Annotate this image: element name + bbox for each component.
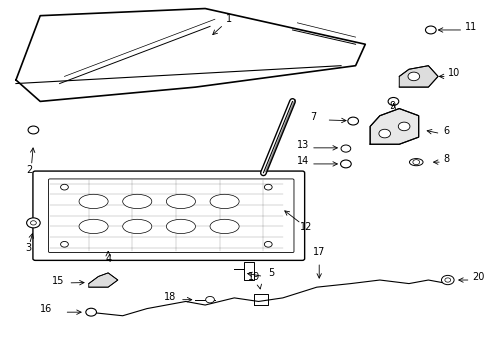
Circle shape <box>61 242 68 247</box>
Text: 19: 19 <box>247 272 259 282</box>
Ellipse shape <box>166 194 195 208</box>
Circle shape <box>264 242 272 247</box>
Text: 6: 6 <box>442 126 448 136</box>
Ellipse shape <box>122 219 151 234</box>
Text: 15: 15 <box>52 276 64 285</box>
Circle shape <box>85 308 96 316</box>
Text: 7: 7 <box>310 112 316 122</box>
Text: 13: 13 <box>297 140 309 150</box>
Circle shape <box>444 278 450 282</box>
Text: 10: 10 <box>447 68 459 78</box>
Circle shape <box>425 26 435 34</box>
Circle shape <box>26 218 40 228</box>
Circle shape <box>378 129 390 138</box>
Polygon shape <box>369 109 418 144</box>
Ellipse shape <box>79 194 108 208</box>
Circle shape <box>61 184 68 190</box>
Text: 17: 17 <box>312 247 325 257</box>
Text: 8: 8 <box>442 154 448 164</box>
Ellipse shape <box>408 158 422 166</box>
Circle shape <box>340 145 350 152</box>
Text: 5: 5 <box>268 269 274 278</box>
Polygon shape <box>88 273 118 287</box>
Text: 9: 9 <box>388 100 394 111</box>
Ellipse shape <box>210 219 239 234</box>
Text: 20: 20 <box>471 272 484 282</box>
Text: 14: 14 <box>297 156 309 166</box>
Circle shape <box>205 296 214 303</box>
Circle shape <box>407 72 419 81</box>
Text: 2: 2 <box>26 165 33 175</box>
Text: 16: 16 <box>40 304 52 314</box>
Circle shape <box>441 275 453 285</box>
Text: 12: 12 <box>299 222 311 232</box>
Circle shape <box>30 221 36 225</box>
Ellipse shape <box>210 194 239 208</box>
Circle shape <box>387 98 398 105</box>
Circle shape <box>347 117 358 125</box>
Circle shape <box>264 184 272 190</box>
Circle shape <box>340 160 350 168</box>
Circle shape <box>398 122 409 131</box>
Text: 1: 1 <box>212 14 232 35</box>
Text: 11: 11 <box>464 22 476 32</box>
Ellipse shape <box>79 219 108 234</box>
Circle shape <box>412 159 419 165</box>
Ellipse shape <box>122 194 151 208</box>
Polygon shape <box>398 66 437 87</box>
Circle shape <box>28 126 39 134</box>
Text: 3: 3 <box>25 243 31 253</box>
Ellipse shape <box>166 219 195 234</box>
Text: 18: 18 <box>163 292 176 302</box>
Text: 4: 4 <box>105 254 111 264</box>
